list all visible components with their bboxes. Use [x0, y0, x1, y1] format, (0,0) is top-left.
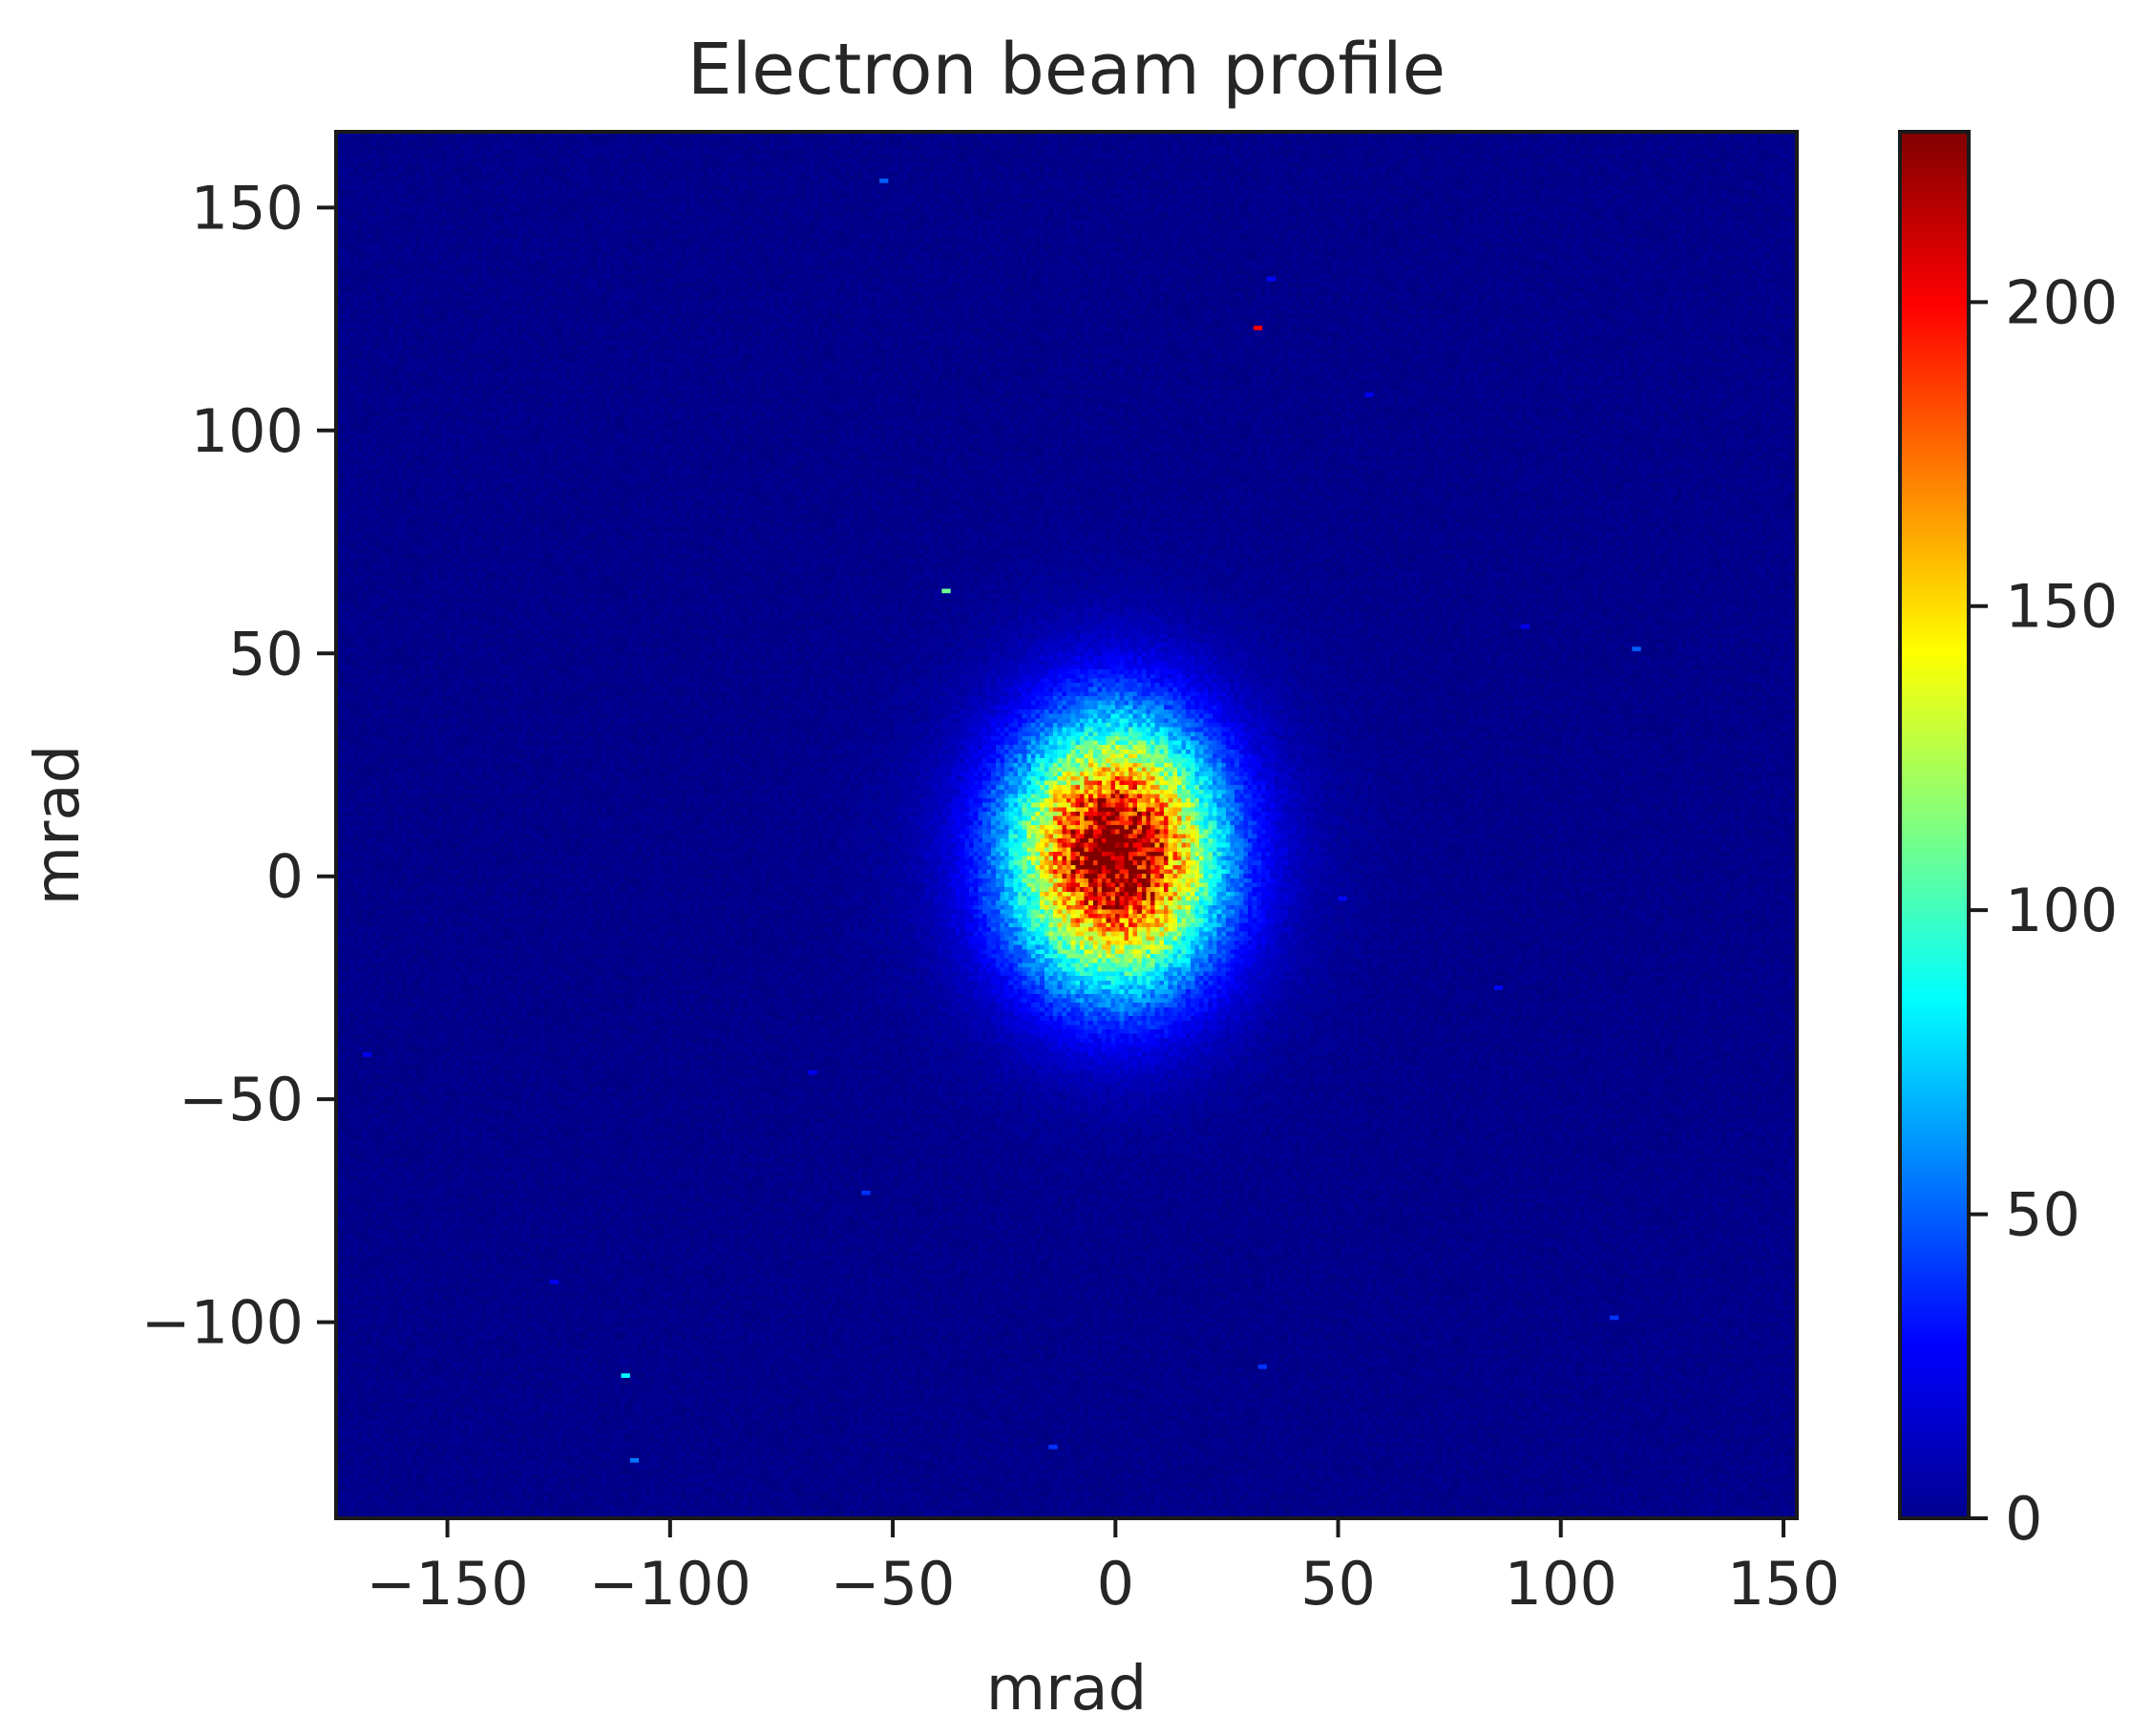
y-axis: −100 −50 0 50 100 150 — [141, 173, 336, 1358]
x-tick-label: −100 — [589, 1549, 751, 1619]
hot-pixel — [363, 1052, 372, 1057]
colorbar-tick-label: 200 — [2005, 267, 2118, 337]
y-tick-label: 0 — [266, 842, 304, 912]
y-axis-label: mrad — [23, 745, 94, 906]
y-tick-label: −100 — [141, 1288, 304, 1358]
x-axis-label: mrad — [986, 1654, 1148, 1725]
hot-pixel — [1257, 1364, 1267, 1369]
y-tick-label: 50 — [228, 619, 304, 688]
hot-pixel — [1048, 1444, 1058, 1450]
y-tick-label: 100 — [191, 396, 304, 466]
x-tick-label: 150 — [1727, 1549, 1840, 1619]
beam-heatmap-image — [336, 132, 1797, 1518]
x-tick-label: −50 — [831, 1549, 956, 1619]
x-tick-label: 0 — [1097, 1549, 1134, 1619]
hot-pixel — [1493, 985, 1504, 990]
hot-pixel — [629, 1457, 640, 1463]
heatmap-plot-area — [334, 130, 1799, 1520]
hot-pixel — [808, 1069, 817, 1075]
colorbar-tick-label: 100 — [2005, 876, 2118, 945]
hot-pixel — [941, 588, 951, 594]
y-tick-label: −50 — [179, 1065, 304, 1134]
chart-title: Electron beam profile — [687, 29, 1445, 111]
colorbar-axis: 0 50 100 150 200 — [1969, 267, 2118, 1554]
hot-pixel — [621, 1373, 630, 1378]
hot-pixel — [1610, 1315, 1619, 1321]
hot-pixel — [1338, 896, 1347, 901]
hot-pixel-group — [363, 179, 1641, 1463]
x-tick-label: −150 — [366, 1549, 528, 1619]
hot-pixel — [1266, 276, 1276, 282]
colorbar: 0 50 100 150 200 — [1898, 130, 2118, 1554]
hot-pixel — [879, 179, 889, 183]
plot-frame — [334, 130, 1799, 1520]
colorbar-tick-label: 150 — [2005, 572, 2118, 642]
x-tick-label: 100 — [1505, 1549, 1617, 1619]
y-tick-label: 150 — [191, 173, 304, 243]
colorbar-gradient — [1900, 132, 1969, 1518]
x-axis: −150 −100 −50 0 50 100 150 — [366, 1518, 1840, 1619]
colorbar-tick-label: 0 — [2005, 1484, 2042, 1554]
hot-pixel — [549, 1280, 559, 1284]
hot-pixel — [1253, 326, 1263, 330]
colorbar-tick-label: 50 — [2005, 1180, 2080, 1250]
hot-pixel — [1520, 624, 1530, 629]
x-tick-label: 50 — [1300, 1549, 1376, 1619]
hot-pixel — [1632, 646, 1641, 651]
colorbar-frame — [1898, 130, 1971, 1520]
hot-pixel — [1364, 392, 1374, 397]
hot-pixel — [861, 1190, 871, 1196]
